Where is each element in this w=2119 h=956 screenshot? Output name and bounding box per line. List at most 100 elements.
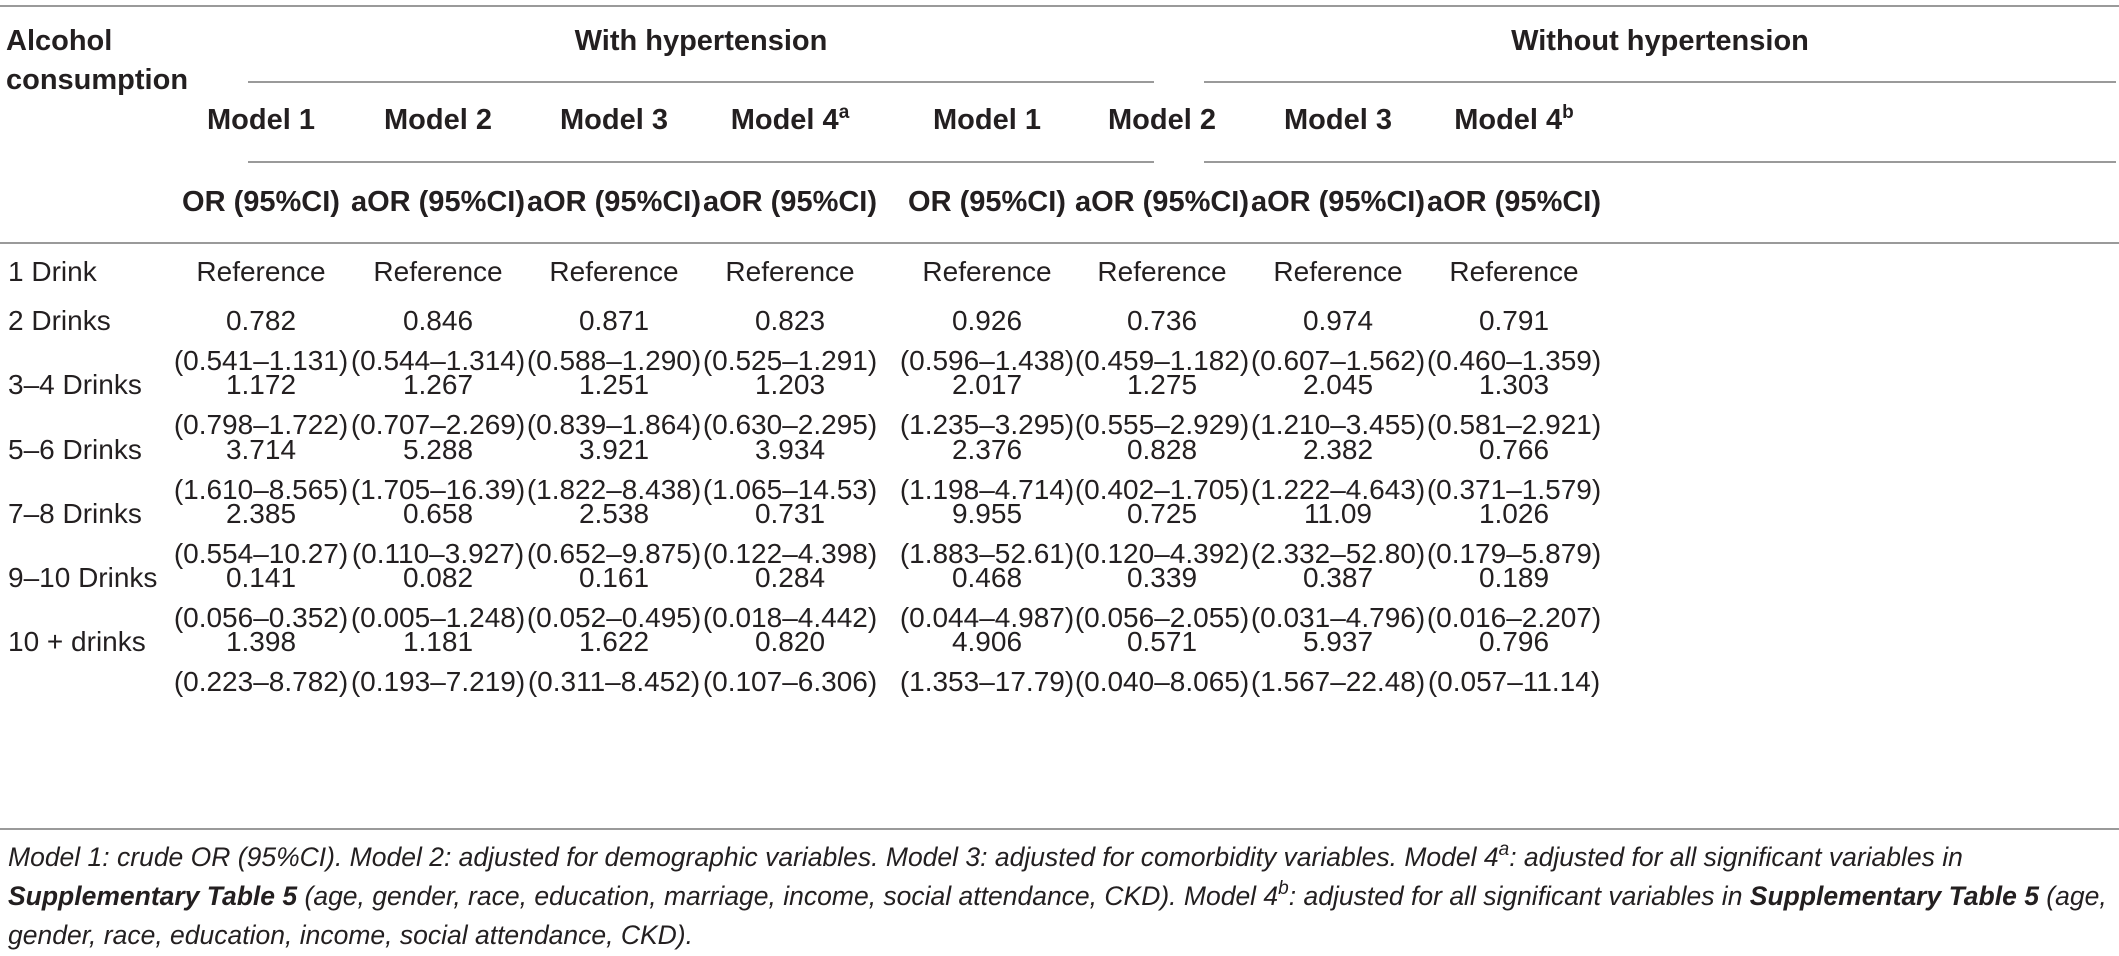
table-cell-ci: (0.193–7.219) xyxy=(350,666,526,697)
table-cell-ci: (0.839–1.864) xyxy=(526,409,702,440)
table-cell-estimate: 0.731 xyxy=(754,498,826,529)
table-cell-estimate: 1.622 xyxy=(578,626,650,657)
table-cell-ci: (0.031–4.796) xyxy=(1250,602,1426,633)
table-cell-estimate: 0.736 xyxy=(1126,305,1198,336)
table-cell-estimate: 3.921 xyxy=(578,434,650,465)
group-header-with-hypertension: With hypertension xyxy=(574,25,828,57)
footnote-part1: Model 1: crude OR (95%CI). Model 2: adju… xyxy=(8,842,1499,872)
table-cell-ci: (0.057–11.14) xyxy=(1427,666,1601,697)
model-name: Model 2 xyxy=(384,104,492,136)
table-cell-ci: (0.596–1.438) xyxy=(899,345,1075,376)
table-cell-ci: (0.544–1.314) xyxy=(350,345,526,376)
table-cell-estimate: 1.267 xyxy=(402,369,474,400)
table-cell-estimate: 3.934 xyxy=(754,434,826,465)
model-header-3: Model 3 xyxy=(496,103,732,137)
stat-header-1: OR (95%CI) xyxy=(182,186,340,218)
table-cell-ci: (0.056–0.352) xyxy=(173,602,349,633)
table-cell-ci: (0.460–1.359) xyxy=(1426,345,1602,376)
row-label: 1 Drink xyxy=(8,256,97,287)
row-label: 3–4 Drinks xyxy=(8,369,142,400)
table-cell-estimate: 0.791 xyxy=(1478,305,1550,336)
stat-header-3: aOR (95%CI) xyxy=(526,186,702,218)
footnote-sup-b: b xyxy=(1278,878,1289,899)
footnote-part3: (age, gender, race, education, marriage,… xyxy=(297,881,1279,911)
table-cell-ci: (0.122–4.398) xyxy=(702,538,878,569)
table-cell-ci: (1.210–3.455) xyxy=(1250,409,1426,440)
stat-header-4: aOR (95%CI) xyxy=(702,186,878,218)
table-cell-estimate: 0.820 xyxy=(754,626,826,657)
table-cell-estimate: 0.468 xyxy=(951,562,1023,593)
model-header-5: Model 1 xyxy=(869,103,1105,137)
table-cell-estimate: 0.141 xyxy=(225,562,297,593)
table-cell-estimate: 0.846 xyxy=(402,305,474,336)
model-name: Model 3 xyxy=(560,104,668,136)
table-cell-estimate: 2.376 xyxy=(951,434,1023,465)
table-cell-ci: (0.223–8.782) xyxy=(173,666,349,697)
table-cell-ci: (1.883–52.61) xyxy=(899,538,1075,569)
table-cell-estimate: 0.926 xyxy=(951,305,1023,336)
table-top-rule xyxy=(0,5,2119,7)
table-cell-estimate: 0.796 xyxy=(1478,626,1550,657)
table-cell-ci: (0.652–9.875) xyxy=(526,538,702,569)
table-cell-estimate: 5.288 xyxy=(402,434,474,465)
model-header-8: Model 4b xyxy=(1396,103,1632,137)
table-cell-ci: (0.630–2.295) xyxy=(702,409,878,440)
with-hypertension-model-rule xyxy=(248,161,1154,163)
table-cell-estimate: 1.203 xyxy=(754,369,826,400)
table-cell-ci: (1.567–22.48) xyxy=(1250,666,1426,697)
table-cell-ci: (0.459–1.182) xyxy=(1074,345,1250,376)
footnote-sup-a: a xyxy=(1498,839,1510,860)
table-cell-estimate: 1.303 xyxy=(1478,369,1550,400)
footnote-part5: (age, gender, race, education, income, s… xyxy=(8,881,2107,950)
table-cell-estimate: 2.017 xyxy=(951,369,1023,400)
table-cell-estimate: 1.275 xyxy=(1126,369,1198,400)
table-cell-ci: (1.353–17.79) xyxy=(899,666,1075,697)
stat-header-2: aOR (95%CI) xyxy=(350,186,526,218)
table-cell-ci: (0.056–2.055) xyxy=(1074,602,1250,633)
table-cell-reference: Reference xyxy=(373,256,503,287)
with-hypertension-group-rule xyxy=(248,81,1154,83)
table-cell-estimate: 3.714 xyxy=(225,434,297,465)
model-header-4: Model 4a xyxy=(672,103,908,137)
model-header-1: Model 1 xyxy=(143,103,379,137)
table-cell-ci: (1.705–16.39) xyxy=(350,474,526,505)
table-cell-reference: Reference xyxy=(922,256,1052,287)
table-cell-estimate: 0.339 xyxy=(1126,562,1198,593)
model-header-7: Model 3 xyxy=(1220,103,1456,137)
model-header-6: Model 2 xyxy=(1044,103,1280,137)
table-cell-ci: (0.525–1.291) xyxy=(702,345,878,376)
table-cell-ci: (0.005–1.248) xyxy=(350,602,526,633)
model-name: Model 4 xyxy=(730,104,839,136)
table-cell-ci: (1.610–8.565) xyxy=(173,474,349,505)
model-name: Model 3 xyxy=(1284,104,1392,136)
model-header-2: Model 2 xyxy=(320,103,556,137)
table-cell-estimate: 1.026 xyxy=(1478,498,1550,529)
table-cell-estimate: 2.045 xyxy=(1302,369,1374,400)
table-cell-ci: (0.581–2.921) xyxy=(1426,409,1602,440)
model-name: Model 2 xyxy=(1108,104,1216,136)
table-cell-reference: Reference xyxy=(1273,256,1403,287)
table-cell-estimate: 5.937 xyxy=(1302,626,1374,657)
table-cell-ci: (0.052–0.495) xyxy=(526,602,702,633)
table-cell-ci: (0.044–4.987) xyxy=(899,602,1075,633)
table-cell-estimate: 0.161 xyxy=(578,562,650,593)
table-cell-ci: (0.798–1.722) xyxy=(173,409,349,440)
model-superscript: a xyxy=(838,102,850,123)
table-cell-ci: (0.607–1.562) xyxy=(1250,345,1426,376)
table-cell-ci: (0.179–5.879) xyxy=(1426,538,1602,569)
row-label: 9–10 Drinks xyxy=(8,562,158,593)
table-cell-ci: (0.541–1.131) xyxy=(173,345,349,376)
table-cell-estimate: 0.658 xyxy=(402,498,474,529)
corner-label-line2: consumption xyxy=(6,64,189,96)
table-cell-estimate: 9.955 xyxy=(951,498,1023,529)
footnote-part2: : adjusted for all significant variables… xyxy=(1509,842,1963,872)
table-cell-ci: (0.311–8.452) xyxy=(527,666,701,697)
stat-header-7: aOR (95%CI) xyxy=(1250,186,1426,218)
table-cell-estimate: 1.181 xyxy=(402,626,474,657)
corner-label-line1: Alcohol xyxy=(6,25,113,57)
row-label: 5–6 Drinks xyxy=(8,434,142,465)
table-cell-estimate: 2.385 xyxy=(225,498,297,529)
table-cell-estimate: 0.189 xyxy=(1478,562,1550,593)
table-cell-estimate: 0.725 xyxy=(1126,498,1198,529)
table-cell-estimate: 0.828 xyxy=(1126,434,1198,465)
